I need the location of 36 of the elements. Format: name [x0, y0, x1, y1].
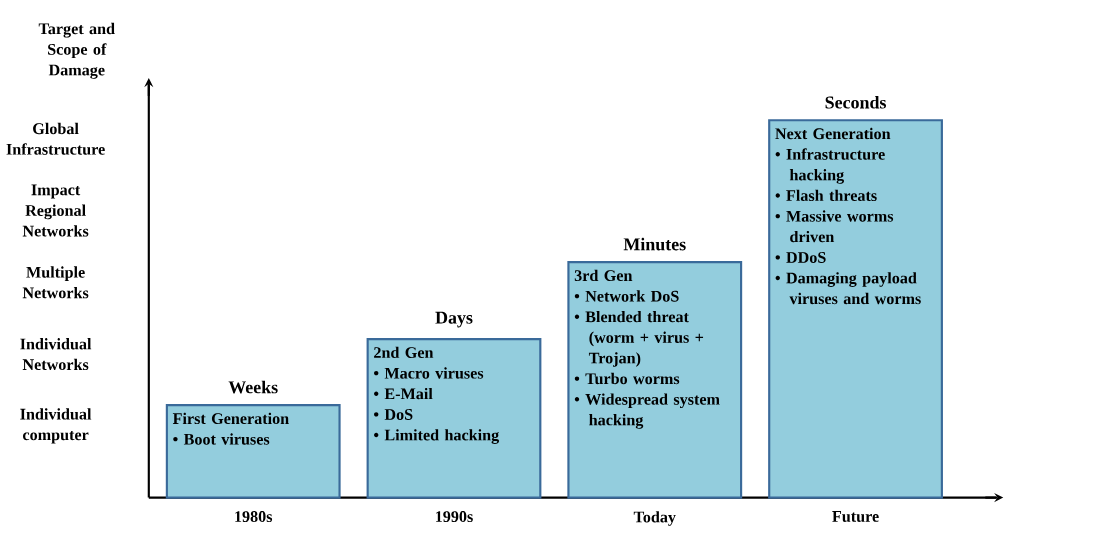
annotation: • Limited hacking: [374, 429, 500, 445]
annotation: Next Generation: [775, 128, 891, 140]
annotation: First Generation: [172, 412, 289, 425]
annotation: • Massive worms driven: [775, 210, 894, 243]
annotation: • DDoS: [775, 252, 826, 264]
annotation: • DoS: [374, 409, 413, 421]
annotation: • E-Mail: [374, 388, 433, 400]
annotation: Days: [435, 311, 473, 328]
annotation: • Boot viruses: [173, 433, 270, 445]
x-tick-label: 1980s: [235, 511, 273, 523]
text: Global Infrastructure: [6, 122, 105, 155]
annotation: • Turbo worms: [574, 373, 680, 385]
bar: [165, 404, 341, 499]
x-tick-label: 1990s: [436, 511, 473, 523]
annotation: • Damaging payload viruses and worms: [775, 272, 921, 305]
x-tick-label: Future: [832, 511, 879, 523]
y-axis-title: Target and Scope of Damage: [38, 23, 115, 80]
annotation: • Widespread system hacking: [574, 393, 720, 430]
bar: [768, 119, 943, 499]
x-tick-label: Today: [633, 511, 676, 527]
text: Impact Regional Networks: [22, 184, 89, 237]
annotation: 2nd Gen: [374, 346, 434, 359]
annotation: • Infrastructure hacking: [775, 148, 885, 185]
bar: [366, 338, 542, 499]
text: Individual computer: [20, 408, 92, 444]
annotation: Weeks: [228, 380, 278, 394]
annotation: Minutes: [623, 237, 686, 251]
annotation: • Network DoS: [574, 290, 679, 302]
annotation: • Flash threats: [775, 189, 877, 202]
annotation: • Blended threat (worm + virus + Trojan): [574, 311, 704, 367]
text: Multiple Networks: [22, 266, 89, 299]
text: Seconds: [825, 96, 887, 109]
annotation: 3rd Gen: [574, 269, 633, 282]
bar: [567, 261, 743, 499]
text: Individual Networks: [20, 338, 92, 371]
annotation: • Macro viruses: [374, 367, 484, 379]
